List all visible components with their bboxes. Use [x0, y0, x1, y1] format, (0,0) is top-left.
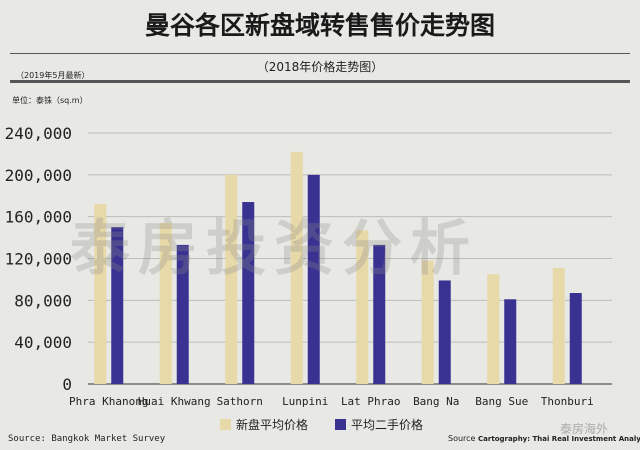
- y-tick-label: 120,000: [5, 250, 72, 269]
- bar-resale-price: [504, 299, 517, 384]
- gridlines: [88, 132, 612, 385]
- chart-title: 曼谷各区新盘域转售售价走势图: [144, 11, 495, 40]
- unit-note: 单位：泰铢（sq.m）: [12, 96, 88, 105]
- bar-new-price: [94, 204, 107, 384]
- wechat-badge: 泰房海外: [560, 422, 609, 436]
- legend-label-resale: 平均二手价格: [351, 418, 424, 432]
- title-divider: [10, 53, 630, 54]
- legend-swatch-new: [220, 419, 231, 430]
- legend-item-resale: 平均二手价格: [335, 416, 423, 433]
- bar-new-price: [487, 274, 500, 384]
- bar-new-price: [159, 222, 172, 384]
- footer-credit: Source Cartography: Thai Real Investment…: [448, 434, 640, 443]
- header-divider: [10, 80, 630, 83]
- axis-labels: 0 40,000 80,000 120,000 160,000 200,000 240,00…: [5, 124, 594, 408]
- chart-subtitle: （2018年价格走势图）: [256, 60, 384, 74]
- bar-new-price: [421, 260, 434, 384]
- bar-resale-price: [307, 174, 320, 384]
- bar-new-price: [552, 267, 565, 384]
- bar-resale-price: [569, 293, 582, 384]
- y-tick-label: 40,000: [14, 333, 72, 352]
- x-category-label: Bang Na: [413, 395, 459, 408]
- bar-new-price: [356, 230, 369, 384]
- bar-resale-price: [176, 244, 189, 384]
- bar-new-price: [290, 151, 303, 384]
- bar-resale-price: [111, 227, 124, 384]
- y-tick-label: 0: [62, 375, 72, 394]
- legend-label-new: 新盘平均价格: [236, 418, 309, 432]
- x-category-label: Thonburi: [541, 395, 594, 408]
- y-tick-label: 80,000: [14, 291, 72, 310]
- x-category-label: Lat Phrao: [341, 395, 401, 408]
- bar-resale-price: [373, 244, 386, 384]
- y-tick-label: 160,000: [5, 208, 72, 227]
- bars: [94, 151, 582, 384]
- x-category-label: Huai Khwang: [138, 395, 211, 408]
- bar-resale-price: [242, 202, 255, 384]
- footer-cartography: Cartography: Thai Real Investment Analys…: [478, 435, 640, 443]
- footer-source: Source: Bangkok Market Survey: [8, 434, 166, 444]
- legend-swatch-resale: [335, 419, 346, 430]
- bar-resale-price: [438, 280, 451, 384]
- bar-new-price: [225, 174, 238, 384]
- watermark-text: 泰房投资分析: [70, 214, 478, 284]
- y-tick-label: 240,000: [5, 124, 72, 143]
- x-category-label: Bang Sue: [475, 395, 528, 408]
- x-category-label: Sathorn: [217, 395, 263, 408]
- y-tick-label: 200,000: [5, 166, 72, 185]
- legend-item-new: 新盘平均价格: [220, 416, 308, 433]
- date-note: （2019年5月最新）: [16, 71, 90, 80]
- x-category-label: Phra Khanong: [69, 395, 148, 408]
- footer-source-prefix: Source: [448, 434, 476, 443]
- x-category-label: Lunpini: [282, 395, 328, 408]
